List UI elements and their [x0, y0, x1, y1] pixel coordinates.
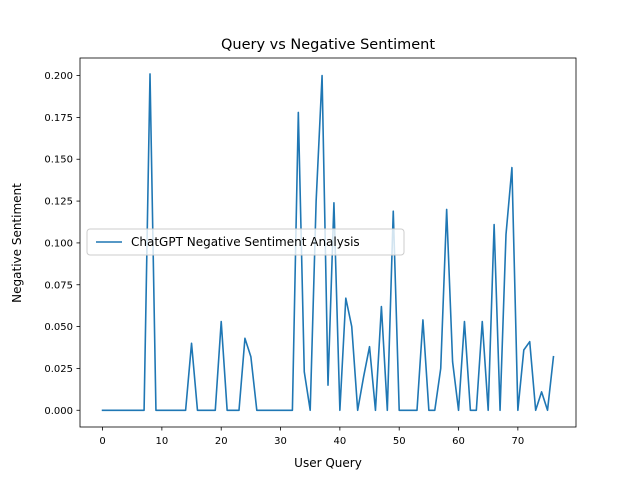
x-tick-label: 70: [511, 436, 524, 447]
legend-box: [86, 228, 405, 256]
plot-area: [101, 73, 555, 412]
y-tick-label: 0.050: [44, 322, 73, 333]
x-tick-label: 0: [99, 436, 105, 447]
y-tick-label: 0.175: [44, 113, 73, 124]
x-axis: 0 10 20 30 40 50 60 70: [99, 427, 524, 447]
chart-title: Query vs Negative Sentiment: [221, 37, 435, 53]
y-tick-label: 0.125: [44, 197, 73, 208]
legend-label: ChatGPT Negative Sentiment Analysis: [131, 235, 360, 249]
legend: ChatGPT Negative Sentiment Analysis: [86, 228, 405, 256]
x-tick-label: 40: [333, 436, 346, 447]
y-axis: 0.000 0.025 0.050 0.075 0.100 0.125 0.150 0.175…: [44, 71, 80, 417]
y-axis-title: Negative Sentiment: [10, 183, 24, 303]
y-tick-label: 0.100: [44, 238, 73, 249]
plot-frame: [79, 57, 577, 428]
y-tick-label: 0.075: [44, 280, 73, 291]
y-tick-label: 0.025: [44, 364, 73, 375]
x-tick-label: 20: [215, 436, 228, 447]
x-axis-title: User Query: [294, 456, 362, 470]
y-tick-label: 0.000: [44, 406, 73, 417]
y-tick-label: 0.150: [44, 155, 73, 166]
x-tick-label: 10: [156, 436, 169, 447]
x-tick-label: 50: [393, 436, 406, 447]
x-tick-label: 60: [452, 436, 465, 447]
y-tick-label: 0.200: [44, 71, 73, 82]
x-tick-label: 30: [274, 436, 287, 447]
